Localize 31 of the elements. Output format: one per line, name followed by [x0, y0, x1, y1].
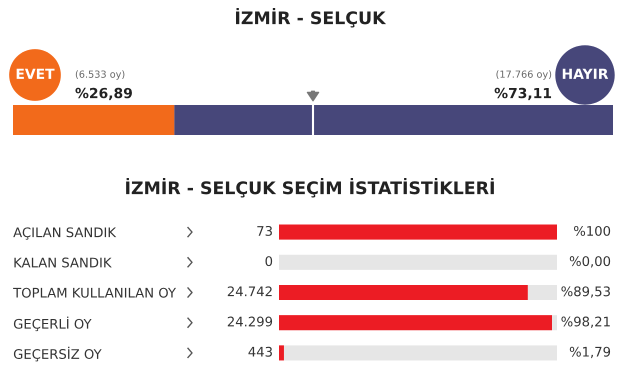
data-label: %26,89	[75, 88, 132, 100]
data-label: %89,53	[561, 286, 610, 298]
y-tick-label: KALAN SANDIK	[14, 258, 112, 268]
data-label: %73,11	[494, 88, 552, 100]
bar	[279, 224, 557, 240]
chart-title: İZMİR - SELÇUK SEÇİM İSTATİSTİKLERİ	[126, 178, 494, 198]
bar	[279, 254, 557, 270]
data-label: %0,00	[570, 256, 610, 268]
y-tick-label: TOPLAM KULLANILAN OY	[13, 288, 176, 298]
bar	[279, 284, 528, 300]
text: (6.533 oy)	[76, 70, 124, 80]
text: 0	[265, 256, 272, 266]
bar	[552, 315, 557, 330]
text: 24.742	[228, 286, 272, 296]
text: 443	[248, 346, 272, 357]
chart-title: İZMİR - SELÇUK	[236, 8, 386, 28]
series-label: EVET	[16, 68, 55, 79]
bar	[528, 284, 557, 300]
bar	[279, 345, 284, 360]
data-label: %100	[574, 226, 610, 236]
y-tick-label: AÇILAN SANDIK	[13, 227, 116, 240]
y-tick-label: GEÇERSİZ OY	[14, 346, 102, 362]
bar	[284, 345, 557, 360]
bar	[279, 315, 552, 330]
series-label: HAYIR	[562, 68, 608, 79]
text: (17.766 oy)	[496, 70, 552, 80]
text: 73	[257, 226, 272, 236]
data-label: %98,21	[561, 316, 610, 328]
data-label: %1,79	[570, 346, 610, 358]
text: 24.299	[228, 316, 272, 327]
y-tick-label: GEÇERLİ OY	[14, 316, 92, 332]
